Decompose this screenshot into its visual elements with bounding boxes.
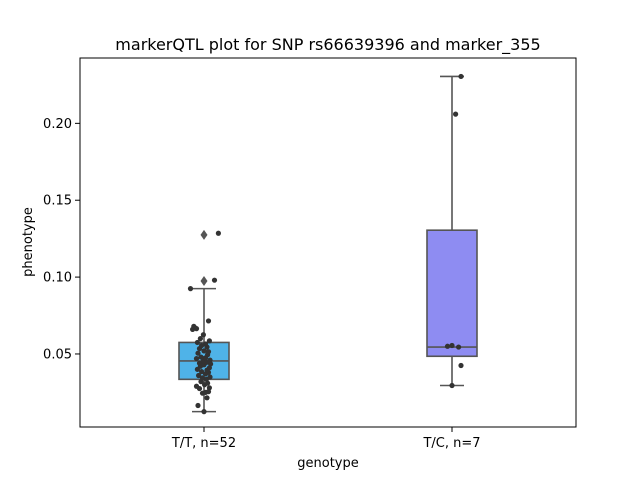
data-point bbox=[199, 369, 205, 375]
outlier-marker bbox=[200, 275, 208, 286]
data-point bbox=[201, 348, 207, 354]
data-point bbox=[205, 349, 212, 355]
data-point bbox=[215, 230, 221, 236]
y-axis-title: phenotype bbox=[21, 207, 36, 277]
chart-title: markerQTL plot for SNP rs66639396 and ma… bbox=[115, 35, 540, 55]
data-point bbox=[196, 360, 203, 366]
box-iqr bbox=[426, 229, 478, 358]
data-point bbox=[458, 73, 464, 80]
data-point bbox=[453, 111, 459, 117]
data-point bbox=[199, 375, 206, 381]
data-point bbox=[193, 383, 200, 389]
data-point bbox=[458, 362, 464, 369]
data-point bbox=[208, 361, 214, 367]
data-point bbox=[449, 342, 455, 349]
x-axis-title: genotype bbox=[297, 456, 358, 471]
data-point bbox=[206, 338, 212, 344]
data-point bbox=[195, 350, 201, 356]
points-tc bbox=[444, 73, 464, 389]
data-point bbox=[202, 341, 209, 347]
data-point bbox=[187, 286, 194, 292]
y-tick-label: 0.10 bbox=[43, 271, 72, 286]
data-point bbox=[444, 343, 451, 349]
data-point bbox=[199, 342, 205, 349]
points-tt bbox=[187, 230, 221, 415]
data-point bbox=[207, 374, 213, 380]
data-point bbox=[211, 277, 218, 283]
data-point bbox=[194, 339, 200, 346]
data-point bbox=[197, 335, 203, 342]
data-point bbox=[198, 354, 204, 360]
y-tick-label: 0.20 bbox=[43, 117, 72, 132]
data-point bbox=[200, 332, 206, 338]
data-point bbox=[195, 402, 201, 409]
data-point bbox=[196, 372, 202, 379]
y-tick-label: 0.15 bbox=[43, 194, 72, 209]
x-axis: T/T, n=52 T/C, n=7 bbox=[171, 427, 481, 451]
outlier-marker bbox=[200, 229, 208, 240]
y-axis: 0.05 0.10 0.15 0.20 bbox=[43, 117, 80, 362]
data-point bbox=[456, 344, 462, 350]
data-point bbox=[206, 385, 212, 391]
data-point bbox=[205, 318, 212, 324]
data-point bbox=[201, 409, 207, 415]
x-tick-label: T/C, n=7 bbox=[422, 436, 480, 451]
y-tick-label: 0.05 bbox=[43, 347, 72, 362]
data-point bbox=[204, 395, 210, 401]
axes-frame bbox=[79, 57, 577, 428]
data-point bbox=[193, 355, 200, 362]
x-tick-label: T/T, n=52 bbox=[171, 436, 236, 451]
plot-area: 0.05 0.10 0.15 0.20 T/T, n=52 T/C, n=7 bbox=[43, 57, 577, 451]
data-point bbox=[191, 323, 197, 329]
chart-marks bbox=[178, 73, 478, 415]
data-point bbox=[207, 357, 213, 363]
data-point bbox=[449, 382, 455, 389]
